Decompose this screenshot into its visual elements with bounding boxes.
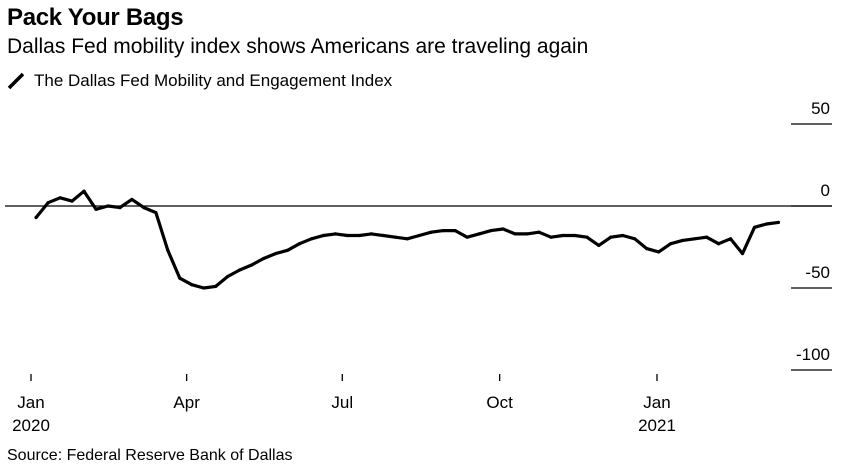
data-point (190, 283, 194, 287)
data-point (525, 232, 529, 236)
data-point (549, 235, 553, 239)
data-point (728, 237, 733, 241)
data-point (285, 248, 290, 252)
data-point (465, 235, 469, 239)
data-point (297, 242, 302, 246)
x-tick-label: Oct (486, 393, 513, 412)
data-point (645, 247, 649, 251)
x-tick-label: Jul (331, 393, 353, 412)
chart-title: Pack Your Bags (7, 4, 184, 31)
data-point (273, 251, 278, 256)
y-tick-label: 0 (821, 181, 830, 200)
data-point (489, 229, 493, 233)
data-point (381, 233, 385, 238)
data-point (393, 235, 397, 239)
data-point (345, 233, 350, 238)
data-point (776, 220, 781, 224)
data-point (513, 232, 517, 236)
data-point (429, 230, 433, 234)
data-point (501, 227, 505, 231)
y-tick-label: -50 (805, 263, 830, 282)
data-point (585, 235, 589, 239)
data-point (609, 235, 613, 239)
data-point (716, 242, 721, 246)
data-point (142, 206, 146, 210)
data-point (321, 233, 326, 238)
y-tick-label: 50 (811, 99, 830, 118)
data-point (441, 229, 445, 233)
x-tick-label: Jan (643, 393, 670, 412)
data-point (764, 222, 769, 226)
data-point (705, 235, 709, 239)
data-point (752, 225, 757, 229)
data-point (453, 229, 457, 233)
diagonal-line-icon (7, 72, 25, 90)
x-tick-label: Apr (173, 393, 200, 412)
legend-label: The Dallas Fed Mobility and Engagement I… (34, 71, 393, 90)
data-point (477, 232, 481, 236)
data-point (693, 237, 697, 241)
data-point (178, 276, 182, 280)
data-point (154, 210, 158, 215)
data-point (405, 237, 409, 241)
data-point (561, 233, 565, 238)
data-point (106, 204, 110, 208)
data-point (250, 263, 254, 267)
data-point (573, 233, 577, 238)
data-point (369, 232, 373, 236)
data-point (357, 233, 361, 238)
chart-subtitle: Dallas Fed mobility index shows American… (7, 35, 589, 58)
data-point (669, 242, 673, 246)
data-point (633, 237, 637, 241)
x-tick-year-label: 2020 (12, 416, 50, 435)
source-note: Source: Federal Reserve Bank of Dallas (7, 447, 293, 464)
data-point (118, 206, 122, 210)
x-tick-label: Jan (17, 393, 44, 412)
x-tick-year-label: 2021 (638, 416, 676, 435)
data-point (70, 199, 74, 203)
data-point (94, 207, 98, 211)
data-point (202, 286, 206, 290)
data-point (309, 237, 314, 241)
data-point (130, 197, 134, 202)
data-point (226, 274, 230, 279)
data-point (46, 201, 50, 205)
data-point (238, 268, 242, 272)
data-point (417, 233, 421, 238)
data-point (82, 189, 86, 193)
data-point (657, 250, 661, 254)
data-point (740, 251, 745, 256)
data-point (58, 196, 62, 200)
data-point (34, 215, 38, 220)
data-point (166, 248, 170, 252)
data-point (537, 230, 541, 234)
data-point (333, 232, 338, 236)
data-point (214, 284, 218, 288)
y-tick-label: -100 (796, 345, 830, 364)
data-point (597, 243, 601, 247)
data-point (262, 256, 266, 261)
data-point (681, 238, 685, 243)
legend: The Dallas Fed Mobility and Engagement I… (7, 71, 392, 91)
data-point (621, 233, 625, 238)
